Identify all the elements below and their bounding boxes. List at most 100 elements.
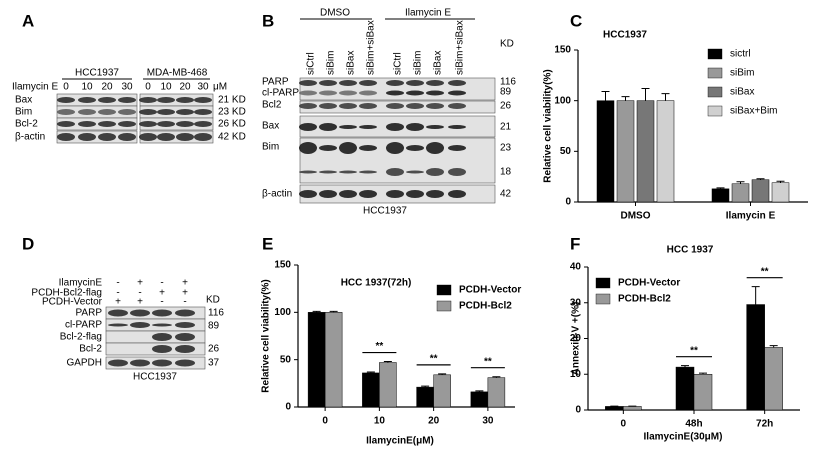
blot-band xyxy=(157,121,175,127)
blot-size: 116 xyxy=(208,308,224,319)
blot-band xyxy=(299,80,317,86)
group-label: DMSO xyxy=(320,8,350,19)
legend-swatch xyxy=(436,300,452,312)
blot-band xyxy=(57,133,75,141)
error-bar xyxy=(661,93,670,101)
blot-band xyxy=(299,123,317,131)
blot-band xyxy=(130,322,150,328)
error-bar xyxy=(681,365,689,368)
blot-band xyxy=(426,90,444,96)
blot-row-label: cl-PARP xyxy=(65,320,102,331)
error-bar xyxy=(438,373,447,375)
blot-band xyxy=(157,133,175,141)
blot-band xyxy=(339,125,357,129)
bar xyxy=(656,100,675,203)
blot-row-label: Bcl-2 xyxy=(15,119,38,130)
bar xyxy=(746,304,765,411)
legend-swatch xyxy=(707,67,723,79)
blot-row-label: cl-PARP xyxy=(262,88,299,99)
dose-label: 20 xyxy=(101,82,113,93)
blot-band xyxy=(152,333,172,341)
bar xyxy=(470,391,489,408)
blot-row-label: Bax xyxy=(15,95,32,106)
blot-band xyxy=(339,170,357,174)
lane-label: siCtrl xyxy=(393,52,404,75)
blot-band xyxy=(426,142,444,154)
significance-label: ** xyxy=(690,345,698,356)
blot-band xyxy=(426,190,444,198)
error-bar xyxy=(475,390,484,392)
blot-band xyxy=(386,103,404,109)
blot-band xyxy=(157,97,175,103)
y-tick-label: 30 xyxy=(570,297,582,308)
lane-label: siBim xyxy=(413,51,424,75)
bar xyxy=(751,179,770,203)
y-tick-label: 20 xyxy=(570,333,582,344)
condition-sign: + xyxy=(137,297,143,308)
blot-band xyxy=(176,97,194,103)
blot-band xyxy=(57,121,75,127)
blot-size: 42 KD xyxy=(218,132,246,143)
error-bar xyxy=(383,361,392,363)
blot-band xyxy=(406,190,424,198)
bar xyxy=(487,377,506,408)
panel-letter: A xyxy=(22,11,34,30)
blot-size: 116 xyxy=(500,77,516,88)
treatment-label: Ilamycin E xyxy=(12,82,58,93)
bar xyxy=(605,406,624,411)
legend-swatch xyxy=(707,86,723,98)
error-bar xyxy=(716,187,725,189)
blot-band xyxy=(448,90,466,96)
condition-sign: + xyxy=(159,288,165,299)
legend-label: PCDH-Bcl2 xyxy=(618,294,671,305)
y-tick-label: 50 xyxy=(560,146,572,157)
blot-band xyxy=(139,121,157,127)
bar xyxy=(596,100,615,203)
x-tick-label: DMSO xyxy=(621,211,651,222)
blot-band xyxy=(386,190,404,198)
blot-band xyxy=(108,309,128,317)
blot-band xyxy=(175,359,195,367)
blot-band xyxy=(152,345,172,353)
blot-band xyxy=(139,97,157,103)
blot-band xyxy=(359,170,377,174)
panel-letter: E xyxy=(262,234,273,253)
blot-band xyxy=(98,133,116,141)
x-tick-label: 10 xyxy=(374,416,386,427)
blot-size: 37 xyxy=(208,358,220,369)
condition-sign: + xyxy=(137,278,143,289)
chart-title: HCC 1937 xyxy=(667,245,714,256)
x-tick-label: 48h xyxy=(685,419,702,430)
legend-swatch xyxy=(595,277,611,289)
size-unit: KD xyxy=(206,295,220,306)
y-tick-label: 0 xyxy=(575,405,581,416)
blot-band xyxy=(57,109,75,115)
blot-band xyxy=(176,121,194,127)
blot-band xyxy=(339,103,357,109)
blot-band xyxy=(299,103,317,109)
legend-label: PCDH-Vector xyxy=(459,285,521,296)
blot-band xyxy=(299,170,317,174)
blot-band xyxy=(108,359,128,367)
blot-band xyxy=(175,309,195,317)
group-label: HCC1937 xyxy=(75,68,119,79)
blot-row-label: Bcl-2 xyxy=(79,344,102,355)
blot-band xyxy=(386,168,404,176)
blot-band xyxy=(78,109,96,115)
error-bar xyxy=(312,310,321,313)
blot-band xyxy=(319,123,337,131)
blot-band xyxy=(319,80,337,86)
blot-band xyxy=(194,97,212,103)
blot-band xyxy=(152,359,172,367)
dose-unit: μM xyxy=(213,82,227,93)
blot-band xyxy=(118,121,136,127)
blot-band xyxy=(78,133,96,141)
blot-band xyxy=(426,168,444,176)
blot-band xyxy=(386,90,404,96)
blot-size: 42 xyxy=(500,189,512,200)
blot-band xyxy=(339,90,357,96)
condition-label: PCDH-Vector xyxy=(42,297,103,308)
blot-band xyxy=(359,190,377,198)
blot-band xyxy=(339,142,357,154)
condition-sign: - xyxy=(160,278,163,289)
